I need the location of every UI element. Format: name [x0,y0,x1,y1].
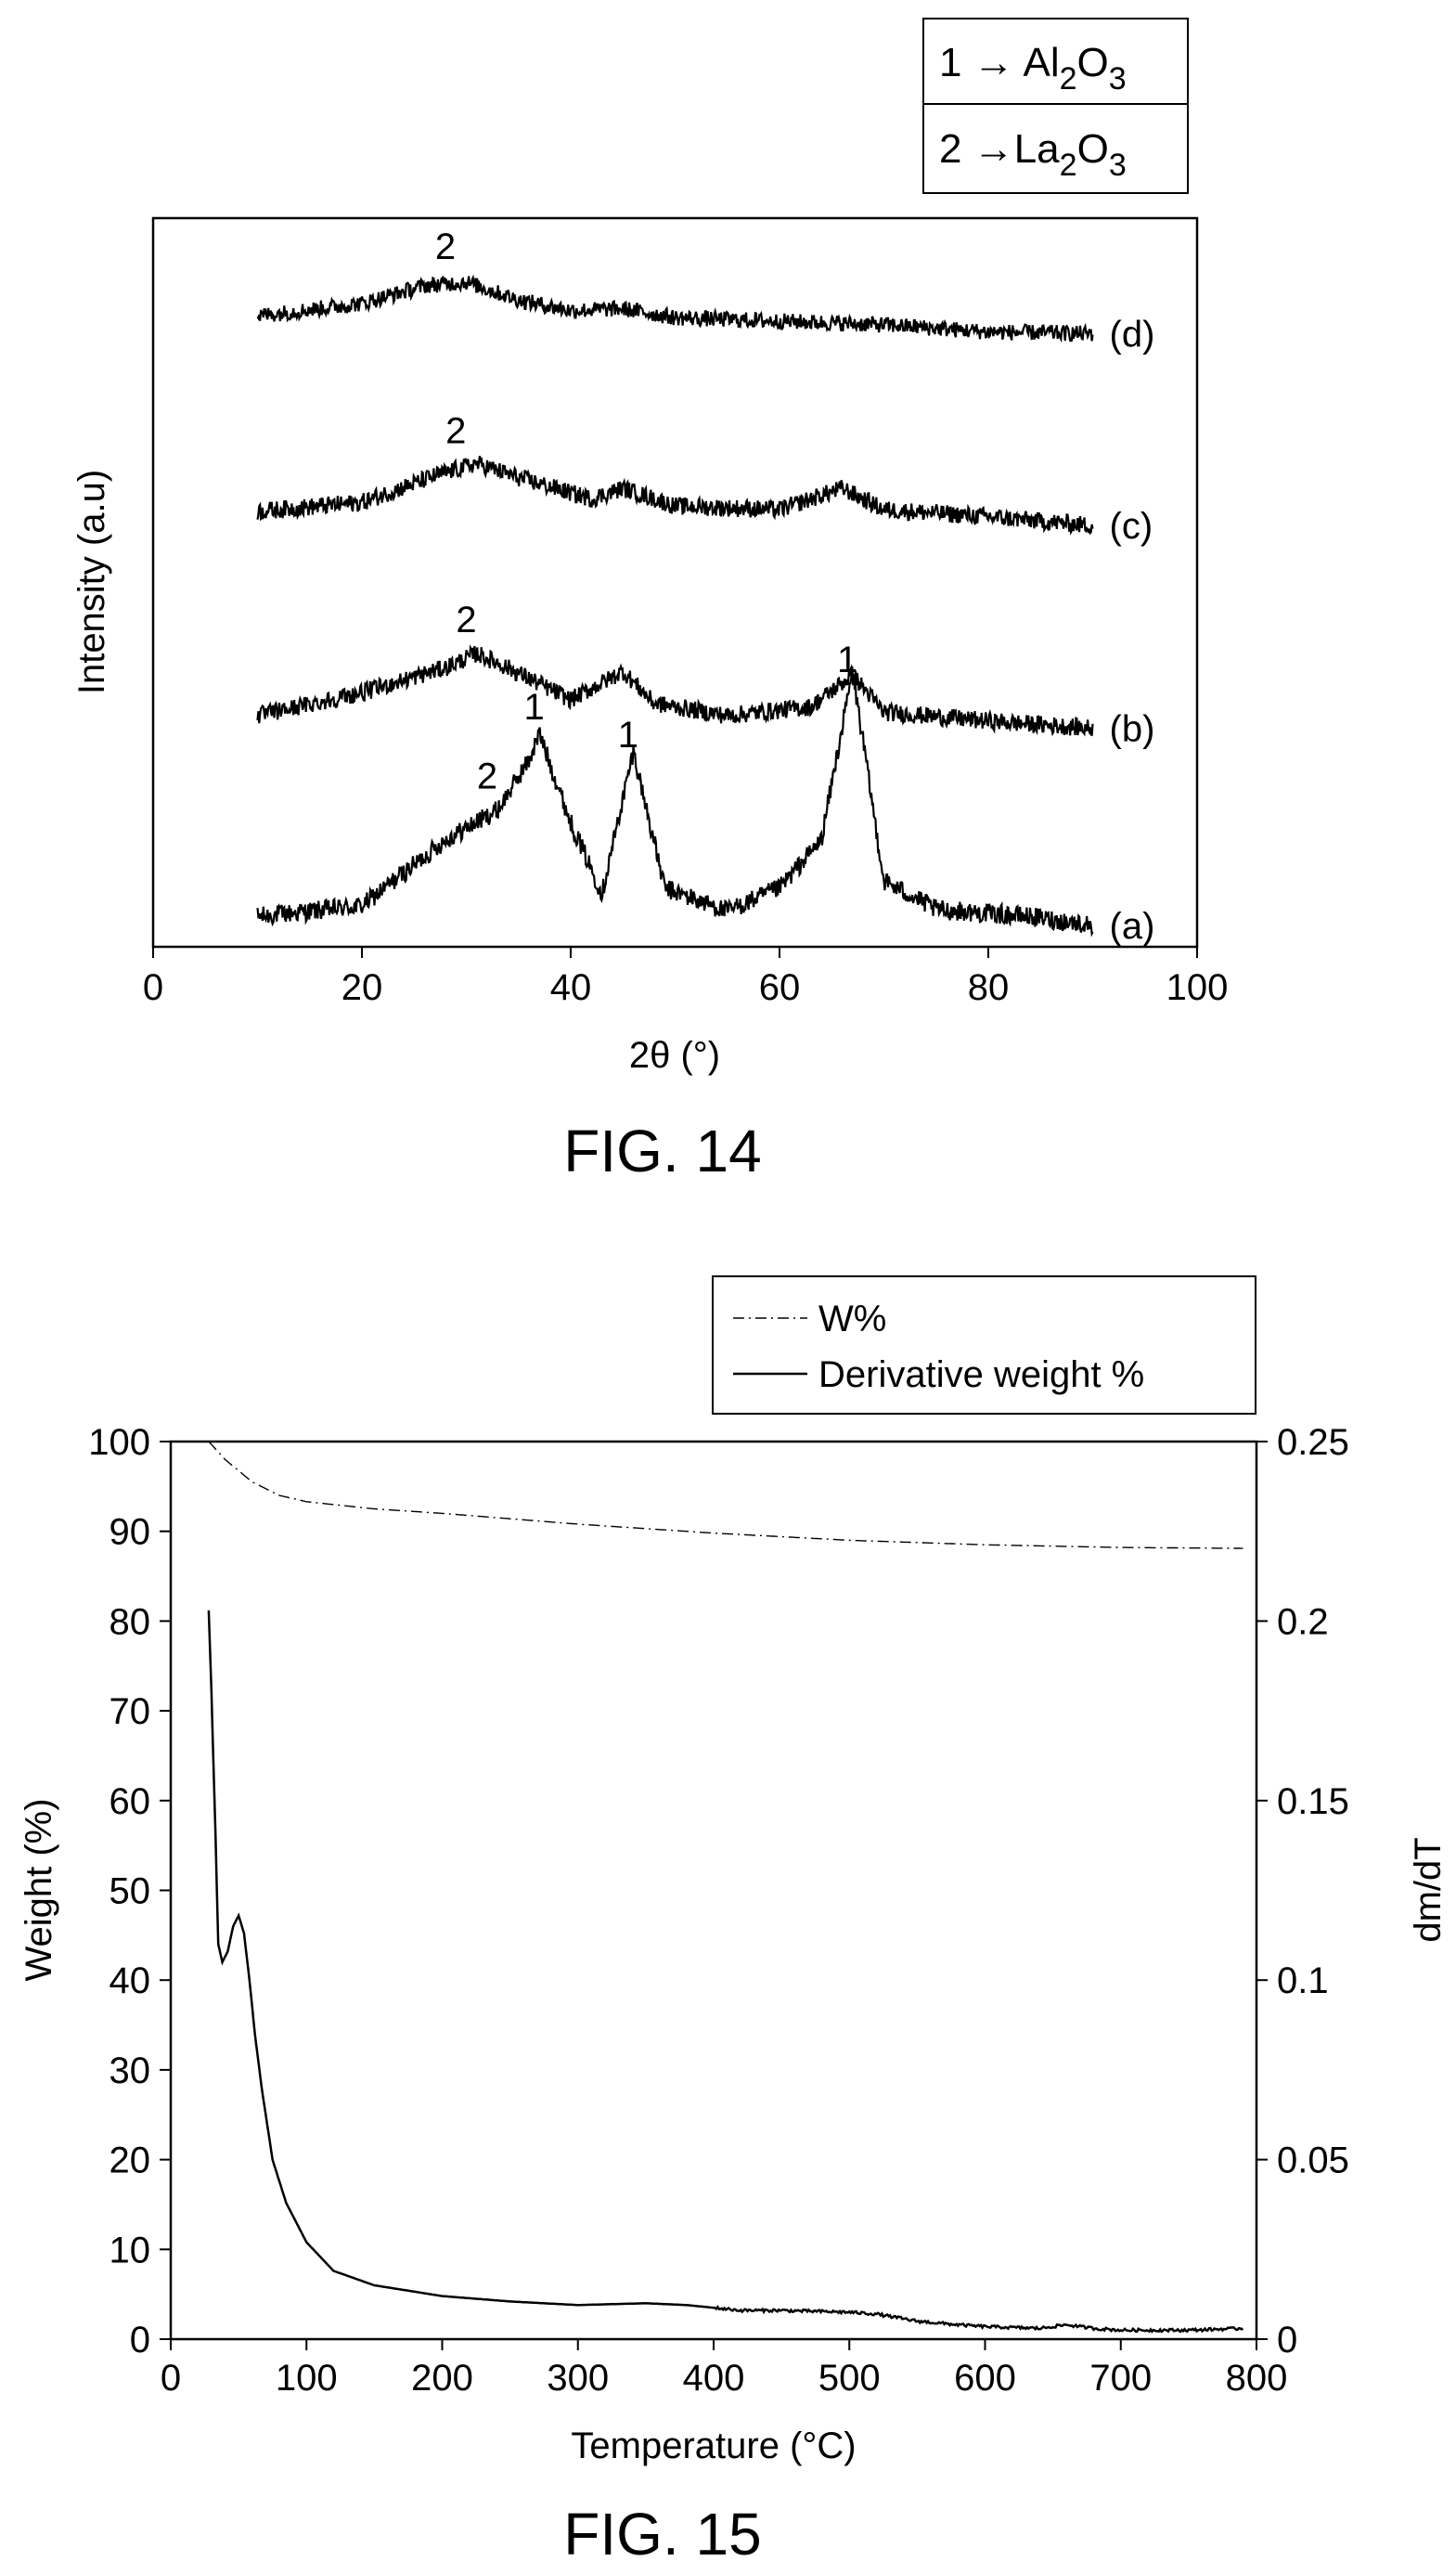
fig14-x-axis: 0 20 40 60 80 100 [143,947,1229,1008]
fig14-peak-label: 2 [435,226,456,267]
fig15-y-tick-label: 40 [110,1960,151,2001]
fig14-peak-label: 2 [456,600,476,640]
fig15-axes: 0 100 200 300 400 500 600 700 800010203040506070… [88,1422,1349,2399]
fig15-y-tick-label: 20 [110,2141,151,2181]
fig15: W% Derivative weight % 0 100 200 300 400 500 6… [19,1275,1449,2568]
fig14-x-tick-label: 60 [759,967,801,1008]
fig15-x-tick-label: 300 [547,2358,609,2399]
fig14-series-line [256,666,1094,938]
fig15-legend-label-2: Derivative weight % [818,1354,1144,1395]
fig15-y-tick-label: 80 [110,1601,151,1642]
fig14-x-tick-label: 40 [550,967,592,1008]
fig14-series-label: (d) [1110,314,1155,355]
fig14-series-line [256,644,1094,737]
fig14-legend-item-2: 2 →La2O3 [939,126,1127,183]
fig15-caption: FIG. 15 [563,2501,761,2568]
fig15-legend-box [712,1275,1256,1415]
fig14-caption: FIG. 14 [563,1118,761,1184]
fig15-y2-axis-label: dm/dT [1408,1837,1449,1942]
fig15-y-tick-label: 90 [110,1512,151,1553]
fig15-y-tick-label: 0 [130,2320,150,2361]
fig15-x-tick-label: 400 [683,2358,745,2399]
fig15-x-axis-label: Temperature (°C) [571,2425,856,2466]
fig14-series-label: (a) [1110,906,1155,947]
fig14-x-tick-label: 80 [968,967,1010,1008]
fig14-peak-label: 2 [477,756,497,796]
fig15-y2-tick-label: 0.25 [1277,1422,1349,1463]
fig15-y2-tick-label: 0.05 [1277,2141,1349,2181]
fig15-x-tick-label: 200 [411,2358,473,2399]
fig15-plot-frame [169,1440,1258,2341]
fig15-x-tick-label: 700 [1089,2358,1152,2399]
fig15-legend: W% Derivative weight % [712,1275,1256,1415]
fig14-series-label: (c) [1110,506,1153,547]
fig14-x-tick-label: 0 [143,967,163,1008]
fig14-plot-frame [151,216,1199,949]
fig14-x-tick-label: 100 [1166,967,1229,1008]
fig14-peak-label: 1 [618,715,638,756]
fig14-legend-box [922,18,1189,194]
fig15-series-group [207,1441,1244,2334]
fig14-y-axis-label: Intensity (a.u) [71,470,112,694]
fig14-legend-item-1: 1 → Al2O3 [939,40,1127,97]
fig14-x-tick-label: 20 [341,967,383,1008]
fig15-derivative-line [207,1610,1244,2334]
fig15-y2-tick-label: 0.2 [1277,1601,1329,1642]
fig14-series-line [256,274,1094,343]
fig15-y2-tick-label: 0.15 [1277,1781,1349,1822]
fig15-y-tick-label: 50 [110,1871,151,1912]
fig15-y-tick-label: 60 [110,1781,151,1822]
fig15-weight-line [208,1441,1243,1549]
fig15-y2-tick-label: 0.1 [1277,1960,1329,2001]
fig15-y-tick-label: 70 [110,1691,151,1732]
fig15-y2-tick-label: 0 [1277,2320,1297,2361]
fig15-legend-label-1: W% [818,1299,886,1339]
fig15-x-tick-label: 100 [276,2358,338,2399]
fig15-y-tick-label: 10 [110,2230,151,2270]
fig15-x-tick-label: 600 [954,2358,1016,2399]
fig14-peak-label: 2 [445,411,466,452]
fig14-x-axis-label: 2θ (°) [629,1035,720,1076]
fig14: 1 → Al2O3 2 →La2O3 0 20 40 60 80 100 (a)2111(… [71,18,1229,1184]
fig14-peak-label: 1 [524,687,545,728]
fig14-series-label: (b) [1110,709,1155,750]
fig14-legend: 1 → Al2O3 2 →La2O3 [922,18,1189,194]
fig15-y-axis-label: Weight (%) [19,1798,59,1981]
fig15-x-tick-label: 0 [161,2358,181,2399]
fig14-series-line [256,455,1094,536]
fig15-x-tick-label: 500 [818,2358,881,2399]
fig15-x-tick-label: 800 [1226,2358,1288,2399]
fig15-y-tick-label: 30 [110,2050,151,2091]
fig15-y-tick-label: 100 [88,1422,150,1463]
